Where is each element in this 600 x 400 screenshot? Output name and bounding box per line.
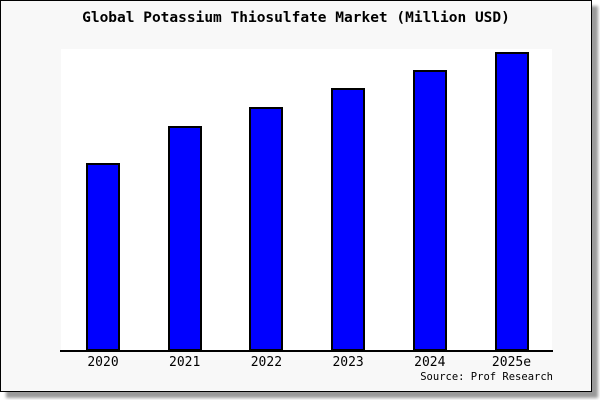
chart-title: Global Potassium Thiosulfate Market (Mil… bbox=[82, 10, 510, 26]
bar-2025e bbox=[494, 52, 529, 351]
plot-area bbox=[61, 49, 552, 351]
x-axis-line bbox=[60, 350, 553, 352]
bar-2022 bbox=[249, 107, 284, 351]
x-axis-label-2022: 2022 bbox=[250, 355, 283, 370]
x-axis-labels: 2020 2021 2022 2023 2024 2025e bbox=[1, 1, 591, 391]
x-axis-label-2024: 2024 bbox=[414, 355, 446, 370]
bar-2020 bbox=[86, 163, 120, 351]
bar-2023 bbox=[331, 88, 366, 351]
bar-2021 bbox=[167, 126, 202, 351]
bars-layer bbox=[1, 1, 591, 391]
source-credit: Source: Prof Research bbox=[420, 371, 553, 383]
x-axis-label-2021: 2021 bbox=[169, 355, 201, 370]
x-axis-label-2023: 2023 bbox=[332, 355, 364, 370]
chart-frame: Global Potassium Thiosulfate Market (Mil… bbox=[0, 0, 592, 392]
x-axis-label-2025e: 2025e bbox=[491, 355, 532, 370]
bar-2024 bbox=[412, 70, 447, 351]
x-axis-label-2020: 2020 bbox=[87, 355, 119, 370]
